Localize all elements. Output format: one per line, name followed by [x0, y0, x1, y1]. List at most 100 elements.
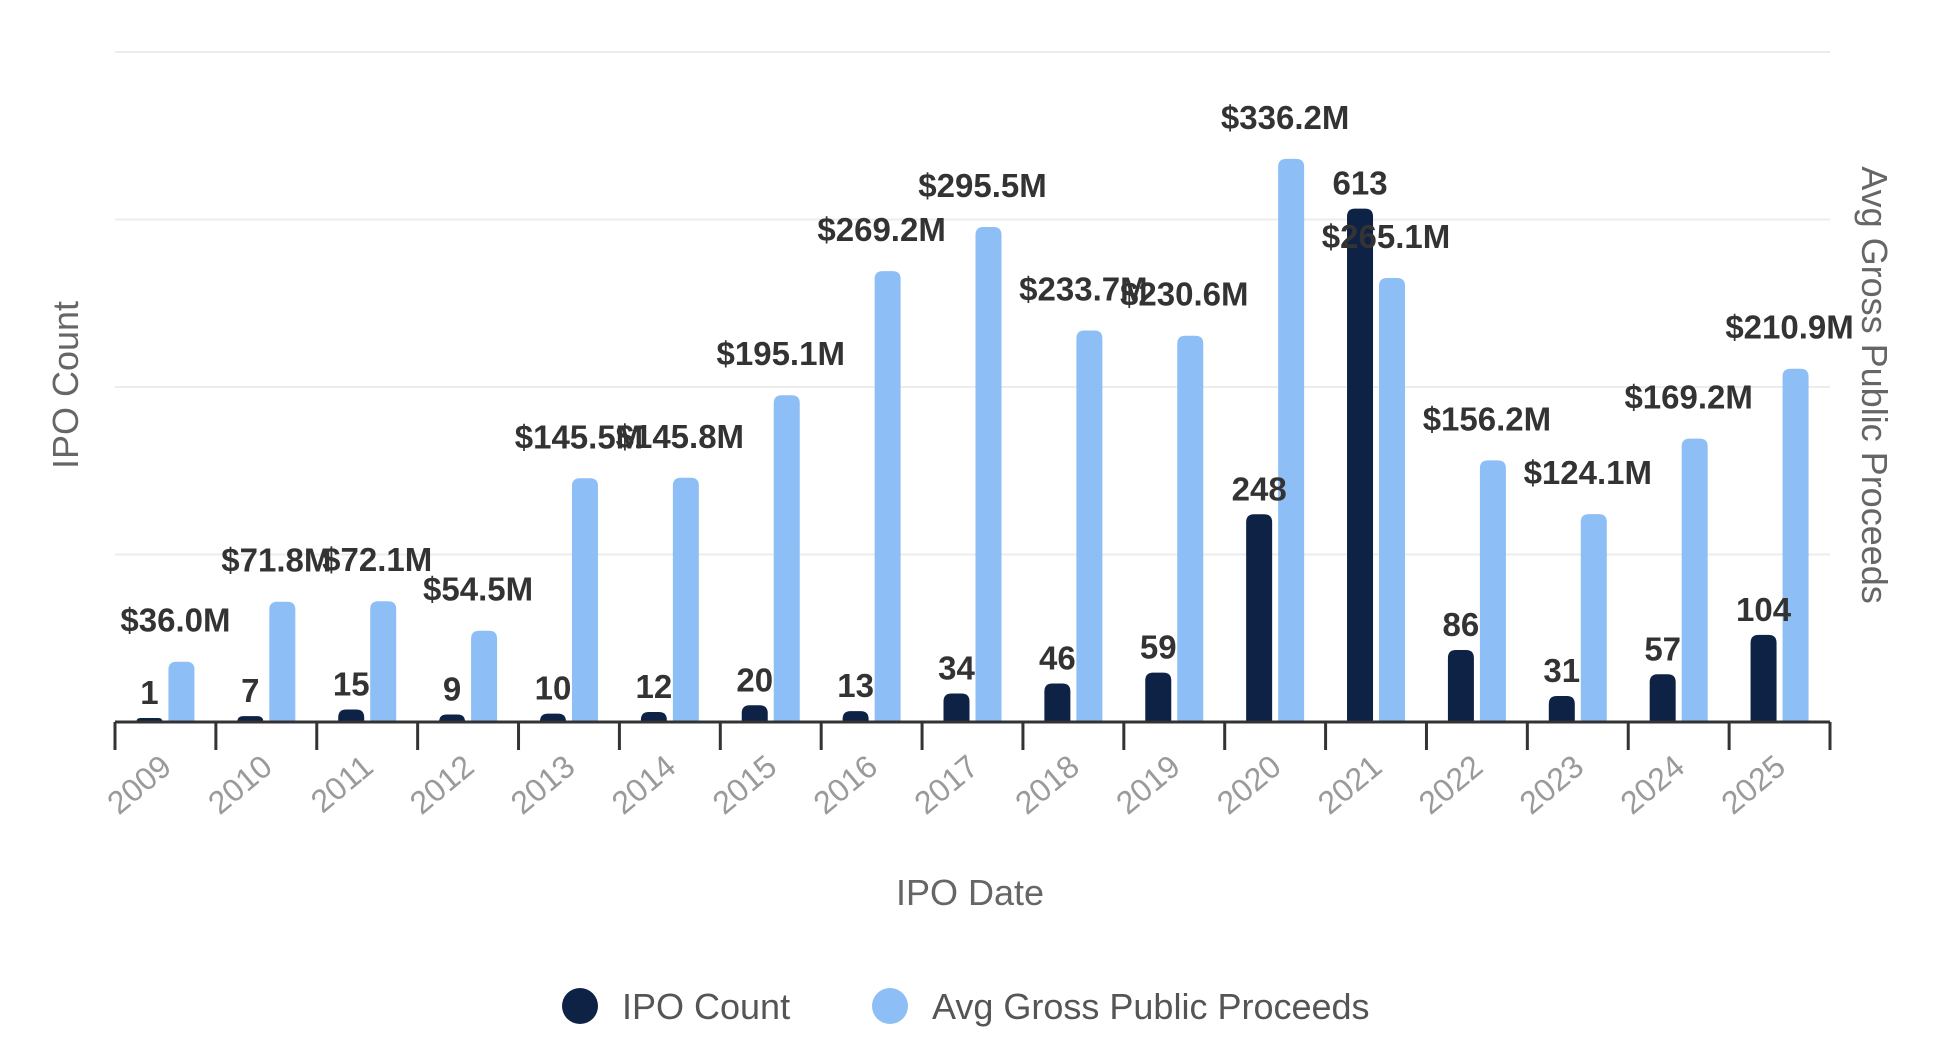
x-tick-label-2024: 2024: [1614, 748, 1692, 821]
bar-avg-proceeds-2022[interactable]: [1479, 460, 1506, 722]
x-tick-label-2018: 2018: [1008, 748, 1086, 821]
bar-avg-proceeds-2021[interactable]: [1379, 277, 1406, 722]
x-tick-labels: 2009 2010 2011 2012 2013 2014 2015 2016 2017 2018…: [100, 748, 1792, 821]
label-ipo-count-2024: 57: [1644, 630, 1681, 667]
x-axis: [113, 720, 1832, 750]
label-avg-proceeds-2021: $265.1M: [1322, 218, 1450, 255]
bar-ipo-count-2020[interactable]: [1246, 514, 1273, 722]
label-avg-proceeds-2010: $71.8M: [221, 542, 331, 579]
x-tick-label-2021: 2021: [1311, 748, 1389, 821]
legend-label-ipo-count: IPO Count: [622, 986, 790, 1027]
label-ipo-count-2013: 10: [535, 670, 572, 707]
legend-marker-avg-proceeds: [872, 988, 908, 1024]
x-tick-label-2016: 2016: [806, 748, 884, 821]
label-ipo-count-2010: 7: [241, 672, 259, 709]
label-avg-proceeds-2018: $233.7M: [1019, 271, 1147, 308]
label-avg-proceeds-2009: $36.0M: [120, 602, 230, 639]
legend-marker-ipo-count: [562, 988, 598, 1024]
left-axis-title: IPO Count: [45, 301, 86, 469]
x-tick-label-2017: 2017: [907, 748, 985, 821]
x-tick-label-2019: 2019: [1109, 748, 1187, 821]
label-avg-proceeds-2023: $124.1M: [1524, 454, 1652, 491]
bar-ipo-count-2019[interactable]: [1145, 672, 1172, 722]
label-avg-proceeds-2017: $295.5M: [918, 167, 1046, 204]
bar-avg-proceeds-2015[interactable]: [773, 395, 800, 722]
label-avg-proceeds-2025: $210.9M: [1725, 309, 1853, 346]
bar-avg-proceeds-2024[interactable]: [1681, 438, 1708, 722]
label-ipo-count-2015: 20: [736, 661, 773, 698]
label-ipo-count-2022: 86: [1443, 606, 1480, 643]
label-avg-proceeds-2020: $336.2M: [1221, 99, 1349, 136]
x-tick-label-2025: 2025: [1714, 748, 1792, 821]
label-ipo-count-2016: 13: [837, 667, 874, 704]
x-tick-label-2009: 2009: [100, 748, 178, 821]
bar-avg-proceeds-2018[interactable]: [1076, 330, 1103, 722]
bar-avg-proceeds-2016[interactable]: [874, 271, 901, 722]
bar-avg-proceeds-2011[interactable]: [370, 601, 397, 722]
right-axis-title: Avg Gross Public Proceeds: [1854, 166, 1895, 604]
grid-lines: [115, 51, 1830, 556]
label-avg-proceeds-2024: $169.2M: [1624, 379, 1752, 416]
bar-avg-proceeds-2017[interactable]: [975, 227, 1002, 722]
avg-proceeds-bars: [168, 158, 1809, 723]
legend-label-avg-proceeds: Avg Gross Public Proceeds: [932, 986, 1370, 1027]
ipo-count-data-labels: 1 7 15 9 10 12 20 13 34 46 59 248 613 86 31 57 104: [140, 165, 1791, 711]
bar-avg-proceeds-2009[interactable]: [168, 661, 195, 722]
label-ipo-count-2023: 31: [1543, 652, 1580, 689]
legend: IPO Count Avg Gross Public Proceeds: [562, 986, 1370, 1027]
label-ipo-count-2020: 248: [1232, 470, 1287, 507]
bar-avg-proceeds-2023[interactable]: [1580, 514, 1607, 722]
x-tick-label-2013: 2013: [504, 748, 582, 821]
label-avg-proceeds-2011: $72.1M: [322, 541, 432, 578]
bar-ipo-count-2012[interactable]: [439, 714, 466, 722]
x-axis-title: IPO Date: [896, 872, 1044, 913]
label-ipo-count-2009: 1: [140, 674, 158, 711]
label-ipo-count-2011: 15: [333, 665, 370, 702]
label-ipo-count-2017: 34: [938, 650, 975, 687]
bar-avg-proceeds-2025[interactable]: [1782, 368, 1809, 722]
bar-avg-proceeds-2013[interactable]: [571, 478, 598, 722]
bar-ipo-count-2016[interactable]: [842, 711, 869, 722]
bar-avg-proceeds-2012[interactable]: [471, 630, 498, 722]
ipo-count-bars: [136, 208, 1777, 723]
label-ipo-count-2019: 59: [1140, 629, 1177, 666]
label-avg-proceeds-2012: $54.5M: [423, 571, 533, 608]
bar-ipo-count-2022[interactable]: [1447, 649, 1474, 722]
x-tick-label-2014: 2014: [605, 748, 683, 821]
legend-item-ipo-count[interactable]: IPO Count: [562, 986, 790, 1027]
avg-proceeds-data-labels: $36.0M $71.8M$72.1M$54.5M $145.5M$145.8M $1…: [120, 99, 1853, 639]
x-tick-label-2012: 2012: [403, 748, 481, 821]
x-tick-label-2011: 2011: [304, 748, 380, 820]
bar-ipo-count-2025[interactable]: [1750, 634, 1777, 722]
label-ipo-count-2025: 104: [1736, 591, 1792, 628]
label-avg-proceeds-2016: $269.2M: [817, 211, 945, 248]
bar-ipo-count-2023[interactable]: [1548, 696, 1575, 722]
label-ipo-count-2014: 12: [635, 668, 672, 705]
label-avg-proceeds-2015: $195.1M: [717, 335, 845, 372]
bar-ipo-count-2021[interactable]: [1347, 208, 1374, 723]
bar-avg-proceeds-2010[interactable]: [269, 601, 296, 722]
bar-avg-proceeds-2014[interactable]: [672, 477, 699, 722]
bar-ipo-count-2024[interactable]: [1649, 674, 1676, 722]
x-tick-label-2020: 2020: [1210, 748, 1288, 821]
x-tick-label-2023: 2023: [1513, 748, 1591, 821]
label-avg-proceeds-2014: $145.8M: [616, 418, 744, 455]
label-avg-proceeds-2019: $230.6M: [1120, 276, 1248, 313]
label-avg-proceeds-2022: $156.2M: [1423, 400, 1551, 437]
bar-ipo-count-2017[interactable]: [943, 693, 970, 722]
bar-avg-proceeds-2020[interactable]: [1278, 158, 1305, 723]
bar-avg-proceeds-2019[interactable]: [1177, 335, 1204, 722]
label-ipo-count-2018: 46: [1039, 639, 1076, 676]
legend-item-avg-proceeds[interactable]: Avg Gross Public Proceeds: [872, 986, 1370, 1027]
bar-ipo-count-2015[interactable]: [741, 705, 768, 722]
bar-ipo-count-2018[interactable]: [1044, 683, 1071, 722]
bar-ipo-count-2011[interactable]: [338, 709, 365, 722]
bar-ipo-count-2013[interactable]: [539, 713, 566, 722]
label-ipo-count-2021: 613: [1332, 165, 1387, 202]
bar-ipo-count-2014[interactable]: [640, 711, 667, 722]
label-ipo-count-2012: 9: [443, 670, 461, 707]
label-avg-proceeds-2013: $145.5M: [515, 418, 643, 455]
x-tick-label-2015: 2015: [706, 748, 784, 821]
x-tick-label-2010: 2010: [201, 748, 279, 821]
